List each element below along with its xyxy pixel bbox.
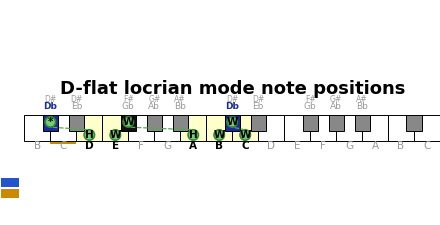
Text: D#: D#	[70, 95, 82, 104]
Circle shape	[227, 117, 238, 127]
Text: D: D	[267, 141, 275, 151]
Bar	[329, 115, 344, 131]
Bar	[225, 115, 240, 131]
Bar	[414, 115, 440, 141]
Text: Eb: Eb	[71, 102, 82, 111]
Bar	[154, 115, 180, 141]
Bar	[407, 115, 422, 131]
Bar	[232, 115, 258, 141]
Text: W: W	[123, 117, 134, 127]
Text: C: C	[242, 141, 249, 151]
Bar	[147, 115, 162, 131]
Text: W: W	[110, 130, 121, 140]
Bar	[121, 115, 136, 131]
Text: A: A	[371, 141, 379, 151]
Bar	[258, 115, 284, 141]
Circle shape	[240, 130, 250, 140]
Bar	[43, 115, 58, 131]
Text: H: H	[189, 130, 198, 140]
Text: B: B	[397, 141, 405, 151]
Bar	[251, 115, 266, 131]
Text: E: E	[294, 141, 301, 151]
Text: A: A	[189, 141, 197, 151]
Text: F#: F#	[123, 95, 134, 104]
Bar	[173, 115, 188, 131]
Text: D#: D#	[226, 95, 238, 104]
Circle shape	[214, 130, 224, 140]
Bar	[1, 178, 19, 187]
Text: A#: A#	[174, 95, 186, 104]
Circle shape	[188, 130, 198, 140]
Text: D#: D#	[44, 95, 56, 104]
Text: *: *	[48, 117, 53, 127]
Text: D: D	[85, 141, 94, 151]
Text: W: W	[239, 130, 251, 140]
Text: Ab: Ab	[148, 102, 160, 111]
Bar	[50, 115, 77, 141]
Text: Gb: Gb	[304, 102, 316, 111]
Text: Gb: Gb	[122, 102, 135, 111]
Bar	[180, 115, 206, 141]
Circle shape	[123, 117, 133, 127]
Text: C: C	[423, 141, 431, 151]
Bar	[206, 115, 232, 141]
Text: D-flat locrian mode note positions: D-flat locrian mode note positions	[59, 80, 405, 98]
Bar	[284, 115, 310, 141]
Bar	[1, 189, 19, 198]
Text: Bb: Bb	[356, 102, 368, 111]
Text: C: C	[60, 141, 67, 151]
Bar	[24, 115, 50, 141]
Text: B: B	[34, 141, 41, 151]
Bar	[336, 115, 362, 141]
Text: G#: G#	[148, 95, 161, 104]
Circle shape	[110, 130, 121, 140]
Bar	[362, 115, 388, 141]
Text: Ab: Ab	[330, 102, 342, 111]
Bar	[50, 142, 77, 144]
Text: G#: G#	[330, 95, 342, 104]
Text: W: W	[213, 130, 225, 140]
Text: F: F	[138, 141, 144, 151]
Bar	[388, 115, 414, 141]
Circle shape	[84, 130, 95, 140]
Bar	[310, 115, 336, 141]
Text: G: G	[345, 141, 353, 151]
Text: G: G	[163, 141, 171, 151]
Bar	[77, 115, 103, 141]
Text: Db: Db	[225, 102, 239, 111]
Text: Db: Db	[44, 102, 57, 111]
Text: F: F	[320, 141, 326, 151]
Text: A#: A#	[356, 95, 368, 104]
Text: Eb: Eb	[253, 102, 264, 111]
Text: E: E	[112, 141, 119, 151]
Text: D#: D#	[252, 95, 264, 104]
Text: basicmusictheory.com: basicmusictheory.com	[7, 77, 12, 139]
Text: B: B	[215, 141, 223, 151]
Text: F#: F#	[305, 95, 315, 104]
Bar	[128, 115, 154, 141]
Text: Bb: Bb	[174, 102, 186, 111]
Text: H: H	[85, 130, 94, 140]
Bar	[303, 115, 318, 131]
Circle shape	[45, 117, 55, 127]
Bar	[355, 115, 370, 131]
Text: W: W	[227, 117, 238, 127]
Bar	[69, 115, 84, 131]
Bar	[103, 115, 128, 141]
